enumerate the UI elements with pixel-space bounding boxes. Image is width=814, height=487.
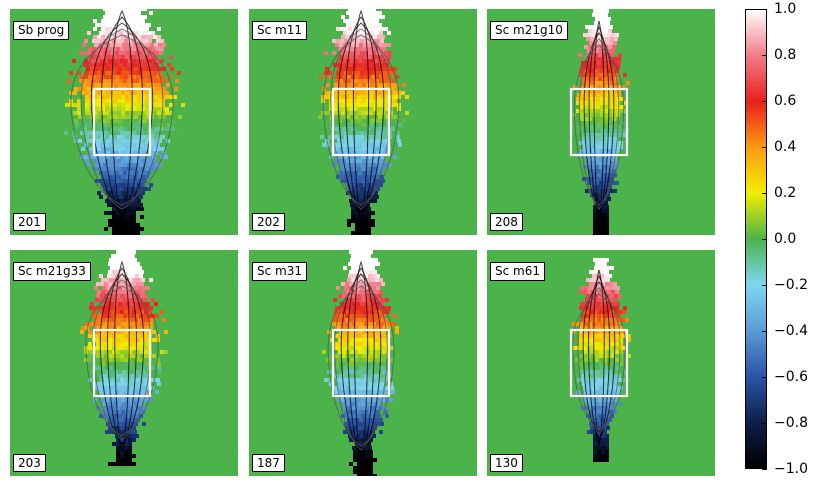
colorbar-tick-mark	[762, 147, 767, 148]
contour-lines	[70, 9, 174, 223]
colorbar-tick-mark	[762, 469, 767, 470]
velocity-map	[318, 9, 409, 235]
panel-count-label: 208	[490, 213, 523, 231]
panel-count-label: 130	[490, 454, 523, 472]
colorbar-tick-mark	[762, 55, 767, 56]
pixel-map	[80, 250, 168, 466]
aperture-box	[331, 87, 391, 157]
colorbar-tick-mark	[762, 9, 767, 10]
colorbar-tick-label: −0.2	[774, 277, 808, 293]
map-panel: Sb prog 201	[10, 9, 238, 235]
colorbar-tick-mark	[762, 101, 767, 102]
contour-lines	[322, 9, 400, 223]
colorbar-tick-label: 0.4	[774, 139, 797, 155]
panel-count-label: 187	[252, 454, 285, 472]
colorbar-tick-mark	[762, 193, 767, 194]
map-panel: Sc m11 202	[249, 9, 477, 235]
colorbar-tick-mark	[762, 331, 767, 332]
aperture-box	[569, 87, 629, 157]
panel-name-label: Sc m21g33	[13, 262, 91, 281]
velocity-map	[80, 250, 168, 466]
aperture-box	[331, 328, 391, 398]
colorbar-tick-mark	[762, 239, 767, 240]
colorbar-tick-mark	[762, 423, 767, 424]
panel-name-label: Sc m61	[490, 262, 545, 281]
colorbar-tick-label: −0.4	[774, 323, 808, 339]
panel-count-label: 202	[252, 213, 285, 231]
aperture-box	[569, 328, 629, 398]
velocity-map	[569, 258, 631, 462]
panel-count-label: 201	[13, 213, 46, 231]
aperture-box	[92, 87, 152, 157]
pixel-map	[322, 250, 399, 476]
panel-name-label: Sc m11	[252, 21, 307, 40]
velocity-map	[322, 250, 399, 476]
panel-name-label: Sc m31	[252, 262, 307, 281]
colorbar-tick-label: −0.6	[774, 369, 808, 385]
colorbar-tick-mark	[762, 377, 767, 378]
colorbar-tick-label: 1.0	[774, 1, 797, 17]
colorbar-tick-label: −1.0	[774, 461, 808, 477]
map-panel: Sc m61 130	[487, 250, 715, 476]
map-panel: Sc m31 187	[249, 250, 477, 476]
panel-name-label: Sb prog	[13, 21, 70, 40]
colorbar-tick-mark	[762, 285, 767, 286]
panel-count-label: 203	[13, 454, 46, 472]
colorbar-tick-label: 0.2	[774, 185, 797, 201]
colorbar-tick-label: −0.8	[774, 415, 808, 431]
aperture-box	[92, 328, 152, 398]
map-panel: Sc m21g33 203	[10, 250, 238, 476]
colorbar-tick-label: 0.8	[774, 47, 797, 63]
panel-name-label: Sc m21g10	[490, 21, 568, 40]
velocity-map	[64, 9, 185, 235]
colorbar-tick-label: 0.0	[774, 231, 797, 247]
map-panel: Sc m21g10 208	[487, 9, 715, 235]
colorbar-tick-label: 0.6	[774, 93, 797, 109]
velocity-map	[569, 9, 630, 235]
